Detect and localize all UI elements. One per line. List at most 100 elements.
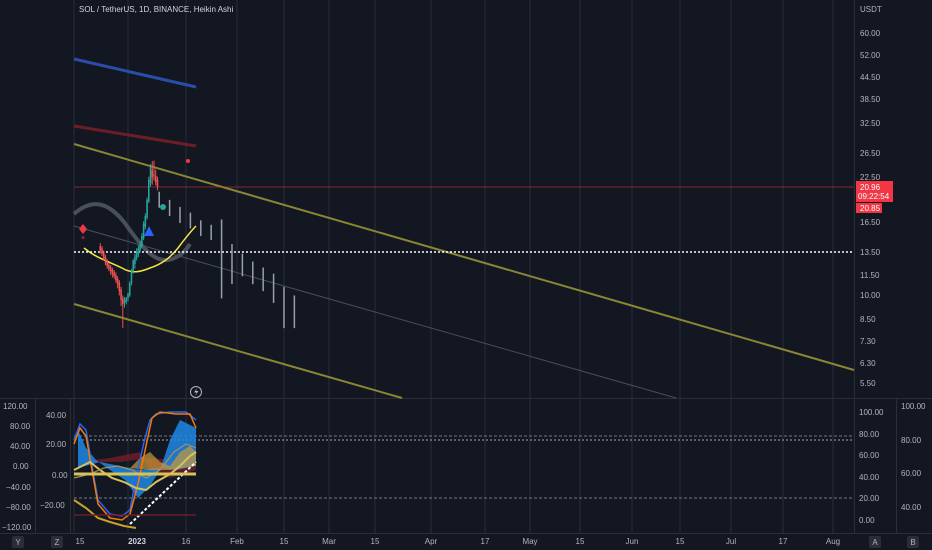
price-axis-tick: 60.00 [860, 29, 881, 38]
osc-right-inner-tick: 40.00 [859, 473, 880, 482]
candle [125, 296, 128, 305]
osc-left-outer-tick: −40.00 [6, 483, 31, 492]
osc-left-outer-tick: −120.00 [2, 523, 32, 532]
time-axis-tick: Jul [726, 537, 736, 546]
candle [134, 253, 136, 269]
yellow-moving-average [83, 225, 197, 273]
osc-left-inner-tick: 40.00 [46, 411, 67, 420]
alt-price-label: 20.85 [860, 204, 881, 213]
price-axis-tick: 13.50 [860, 248, 881, 257]
candle [122, 295, 124, 329]
time-axis[interactable]: 15 2023 16 Feb 15 Mar 15 Apr 17 May 15 J… [76, 537, 841, 546]
lightning-icon[interactable] [190, 386, 202, 398]
blue-trend-line [73, 57, 197, 89]
oscillator-pane[interactable]: 120.00 80.00 40.00 0.00 −40.00 −80.00 −1… [2, 402, 926, 532]
candle [151, 161, 154, 185]
candle [153, 160, 155, 181]
candle [116, 276, 119, 289]
osc-white-dotted-line [129, 461, 197, 525]
candle [123, 296, 126, 308]
time-axis-tick: 15 [76, 537, 85, 546]
osc-lower-yellow-line [73, 499, 137, 529]
price-axis-tick: 32.50 [860, 119, 881, 128]
osc-right-outer-tick: 60.00 [901, 469, 922, 478]
osc-right-inner-tick: 100.00 [859, 408, 884, 417]
price-axis-tick: 38.50 [860, 95, 881, 104]
osc-orange-line [73, 411, 197, 521]
corner-button-z[interactable]: Z [51, 536, 63, 548]
candle [149, 164, 152, 187]
candle [141, 233, 143, 249]
osc-left-inner-tick: 0.00 [52, 471, 68, 480]
price-pane[interactable]: × [72, 57, 855, 399]
candle [104, 254, 107, 266]
price-axis-tick: 11.50 [860, 271, 880, 280]
symbol-title[interactable]: SOL / TetherUS, 1D, BINANCE, Heikin Ashi [79, 5, 234, 14]
candle [132, 259, 134, 274]
time-axis-tick: 15 [676, 537, 685, 546]
candle [128, 281, 131, 297]
time-axis-tick: 17 [481, 537, 490, 546]
candle [144, 213, 147, 230]
osc-right-inner-tick: 80.00 [859, 430, 880, 439]
corner-button-b-label: B [910, 538, 915, 547]
osc-left-outer-tick: −80.00 [6, 503, 31, 512]
corner-button-a[interactable]: A [869, 536, 881, 548]
corner-button-b[interactable]: B [907, 536, 919, 548]
osc-right-inner-tick: 60.00 [859, 451, 880, 460]
osc-blue-area [78, 420, 196, 498]
time-axis-tick: 16 [182, 537, 191, 546]
time-axis-tick: 15 [371, 537, 380, 546]
osc-left-outer-tick: 120.00 [3, 402, 28, 411]
price-axis-tick: 52.00 [860, 51, 881, 60]
price-axis[interactable]: USDT 60.00 52.00 44.50 38.50 32.50 26.50… [856, 5, 893, 388]
price-axis-tick: 16.50 [860, 218, 881, 227]
signal-markers: × [79, 159, 190, 242]
candle [130, 268, 133, 286]
channel-mid-line [73, 225, 677, 399]
candle [102, 250, 105, 261]
candle [127, 292, 129, 302]
last-price-label-bg [856, 181, 893, 202]
sell-diamond-icon [79, 224, 87, 234]
candle [137, 245, 140, 258]
grid-lines [73, 0, 834, 533]
price-axis-tick: 6.30 [860, 359, 876, 368]
channel-upper-line [73, 143, 855, 371]
time-axis-tick: 15 [576, 537, 585, 546]
candle [109, 265, 112, 275]
candle [113, 269, 115, 279]
candle [106, 259, 109, 269]
countdown-label: 09:22:54 [858, 192, 890, 201]
candle [154, 169, 157, 186]
candle [120, 286, 122, 307]
time-axis-tick: 15 [280, 537, 289, 546]
corner-button-a-label: A [872, 538, 878, 547]
osc-left-outer-tick: 40.00 [10, 442, 31, 451]
candle [135, 248, 138, 261]
osc-yellow-line [73, 451, 197, 492]
last-price-label: 20.96 [860, 183, 881, 192]
price-axis-tick: 44.50 [860, 73, 881, 82]
price-axis-tick: 10.00 [860, 291, 881, 300]
candle [139, 241, 141, 253]
osc-right-outer-tick: 80.00 [901, 436, 922, 445]
candle [108, 262, 110, 272]
osc-orange-area [130, 446, 196, 470]
time-axis-tick: May [522, 537, 537, 546]
osc-left-inner-tick: 20.00 [46, 440, 67, 449]
grey-moving-average [72, 202, 192, 263]
sell-x-icon: × [81, 235, 85, 242]
candle [147, 176, 150, 203]
osc-red-area [78, 452, 196, 478]
time-axis-tick: Apr [425, 537, 438, 546]
candle [156, 176, 159, 191]
alt-price-label-bg [856, 203, 882, 213]
time-axis-tick: Feb [230, 537, 244, 546]
price-axis-currency: USDT [860, 5, 882, 14]
candle [115, 272, 117, 283]
time-axis-tick: 2023 [128, 537, 146, 546]
signal-dot-icon [160, 204, 166, 210]
corner-button-y[interactable]: Y [12, 536, 24, 548]
